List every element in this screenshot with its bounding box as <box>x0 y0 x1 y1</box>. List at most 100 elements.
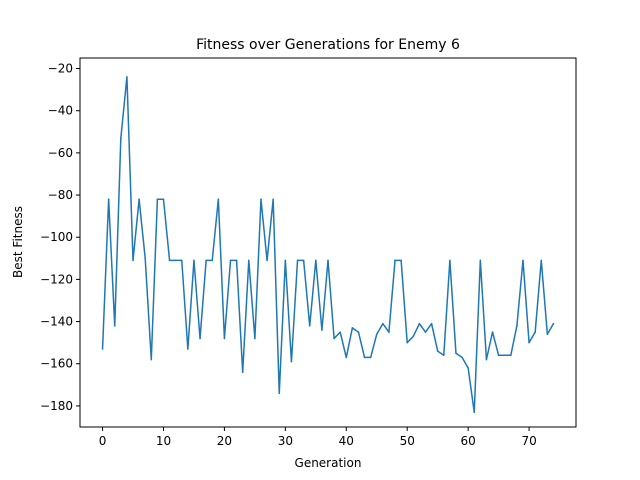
data-point <box>333 337 335 340</box>
x-axis-ticks: 0 10 20 30 40 50 60 70 <box>99 427 537 448</box>
y-tick-label: −180 <box>40 399 73 413</box>
data-point <box>321 329 323 331</box>
x-tick-label: 10 <box>156 434 171 448</box>
data-point <box>126 76 128 78</box>
chart-title: Fitness over Generations for Enemy 6 <box>196 37 460 53</box>
y-tick-label: −80 <box>48 188 73 202</box>
data-point <box>132 259 134 262</box>
data-point <box>193 259 195 262</box>
data-point <box>290 360 293 363</box>
data-point <box>217 198 220 201</box>
data-point <box>345 356 348 359</box>
data-point <box>510 354 512 357</box>
data-point <box>394 259 396 262</box>
x-tick-label: 50 <box>400 434 415 448</box>
data-point <box>479 259 482 262</box>
data-point <box>455 352 457 355</box>
y-axis-ticks: −180 −160 −140 −120 −100 −80 −60 −40 −20 <box>40 62 80 413</box>
data-point <box>388 331 390 333</box>
data-point <box>162 198 165 201</box>
data-point <box>174 259 177 262</box>
data-point <box>369 356 372 359</box>
data-point <box>467 367 469 369</box>
data-point <box>430 322 433 325</box>
data-point <box>241 371 244 373</box>
data-point <box>107 198 110 201</box>
data-point <box>424 331 427 333</box>
data-point <box>357 331 360 333</box>
data-point <box>113 324 116 327</box>
data-point <box>266 259 268 262</box>
data-point <box>235 259 238 262</box>
data-point <box>363 356 366 359</box>
data-point <box>144 257 146 260</box>
data-point <box>400 259 402 262</box>
data-point <box>436 350 439 352</box>
y-tick-label: −20 <box>48 62 73 76</box>
data-point <box>497 354 500 357</box>
data-point <box>315 259 317 262</box>
data-point <box>247 259 250 262</box>
data-point <box>272 198 274 201</box>
data-point <box>382 322 384 325</box>
x-tick-label: 60 <box>461 434 476 448</box>
data-point <box>278 392 281 395</box>
data-point <box>120 137 122 139</box>
y-axis-label: Best Fitness <box>11 206 25 278</box>
x-tick-label: 0 <box>99 434 107 448</box>
plot-area-frame <box>79 57 577 428</box>
data-point <box>491 331 494 333</box>
data-point <box>418 322 421 325</box>
data-point <box>199 337 201 340</box>
data-point <box>168 259 171 262</box>
data-point <box>284 259 287 262</box>
x-tick-label: 40 <box>339 434 354 448</box>
data-point <box>223 337 226 340</box>
data-point <box>406 341 409 344</box>
data-point <box>412 335 415 338</box>
series-layer <box>101 76 555 414</box>
data-point <box>156 198 159 201</box>
data-point <box>540 259 543 262</box>
x-tick-label: 20 <box>217 434 232 448</box>
data-point <box>449 259 451 262</box>
data-point <box>485 358 488 361</box>
series-line-0 <box>101 76 555 413</box>
data-point <box>138 198 140 201</box>
data-point <box>503 354 506 357</box>
data-point <box>351 327 354 329</box>
data-point <box>180 259 183 262</box>
data-point <box>308 324 311 327</box>
x-axis-label: Generation <box>295 456 362 470</box>
data-point <box>516 324 518 327</box>
y-tick-label: −100 <box>40 230 73 244</box>
y-tick-label: −60 <box>48 146 73 160</box>
data-point <box>302 259 305 262</box>
data-point <box>211 259 214 262</box>
data-point <box>473 411 476 414</box>
data-point <box>552 322 555 325</box>
data-point <box>534 331 536 333</box>
y-tick-label: −160 <box>40 357 73 371</box>
data-point <box>442 354 445 357</box>
data-point <box>260 198 262 201</box>
data-point <box>187 348 189 350</box>
data-point <box>375 333 378 336</box>
data-point <box>528 341 530 344</box>
x-tick-label: 30 <box>278 434 293 448</box>
x-tick-label: 70 <box>521 434 536 448</box>
data-point <box>546 333 549 336</box>
data-point <box>522 259 524 262</box>
y-tick-label: −140 <box>40 315 73 329</box>
data-point <box>229 259 232 262</box>
y-tick-label: −40 <box>48 104 73 118</box>
data-point <box>461 356 463 359</box>
data-point <box>101 348 104 350</box>
data-point <box>205 259 207 262</box>
data-point <box>296 259 299 262</box>
data-point <box>339 331 341 333</box>
data-point <box>327 259 329 262</box>
y-tick-label: −120 <box>40 272 73 286</box>
data-point <box>150 358 153 361</box>
